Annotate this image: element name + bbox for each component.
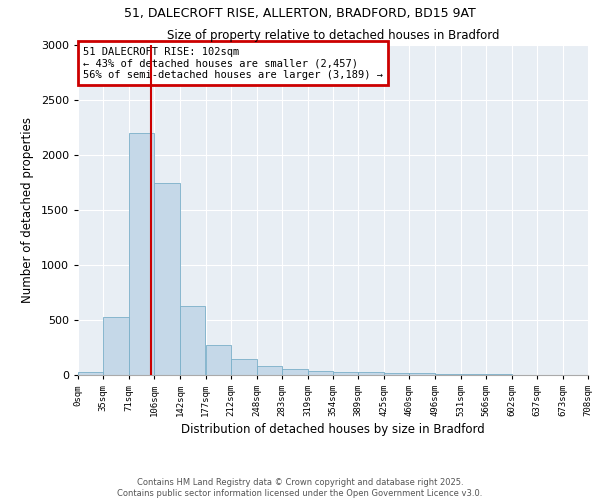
- Bar: [486, 374, 512, 375]
- Text: Contains HM Land Registry data © Crown copyright and database right 2025.
Contai: Contains HM Land Registry data © Crown c…: [118, 478, 482, 498]
- Bar: [282, 369, 308, 375]
- Bar: [358, 372, 384, 375]
- Text: 51 DALECROFT RISE: 102sqm
← 43% of detached houses are smaller (2,457)
56% of se: 51 DALECROFT RISE: 102sqm ← 43% of detac…: [83, 46, 383, 80]
- Text: 51, DALECROFT RISE, ALLERTON, BRADFORD, BD15 9AT: 51, DALECROFT RISE, ALLERTON, BRADFORD, …: [124, 8, 476, 20]
- Bar: [435, 374, 461, 375]
- Bar: [205, 345, 231, 375]
- Bar: [231, 358, 257, 375]
- Bar: [308, 370, 333, 375]
- Bar: [103, 318, 129, 375]
- X-axis label: Distribution of detached houses by size in Bradford: Distribution of detached houses by size …: [181, 423, 485, 436]
- Bar: [333, 372, 358, 375]
- Title: Size of property relative to detached houses in Bradford: Size of property relative to detached ho…: [167, 30, 499, 43]
- Bar: [154, 182, 180, 375]
- Bar: [129, 133, 154, 375]
- Bar: [257, 366, 282, 375]
- Bar: [78, 372, 103, 375]
- Bar: [384, 374, 409, 375]
- Bar: [409, 373, 435, 375]
- Bar: [180, 306, 205, 375]
- Y-axis label: Number of detached properties: Number of detached properties: [21, 117, 34, 303]
- Bar: [461, 374, 486, 375]
